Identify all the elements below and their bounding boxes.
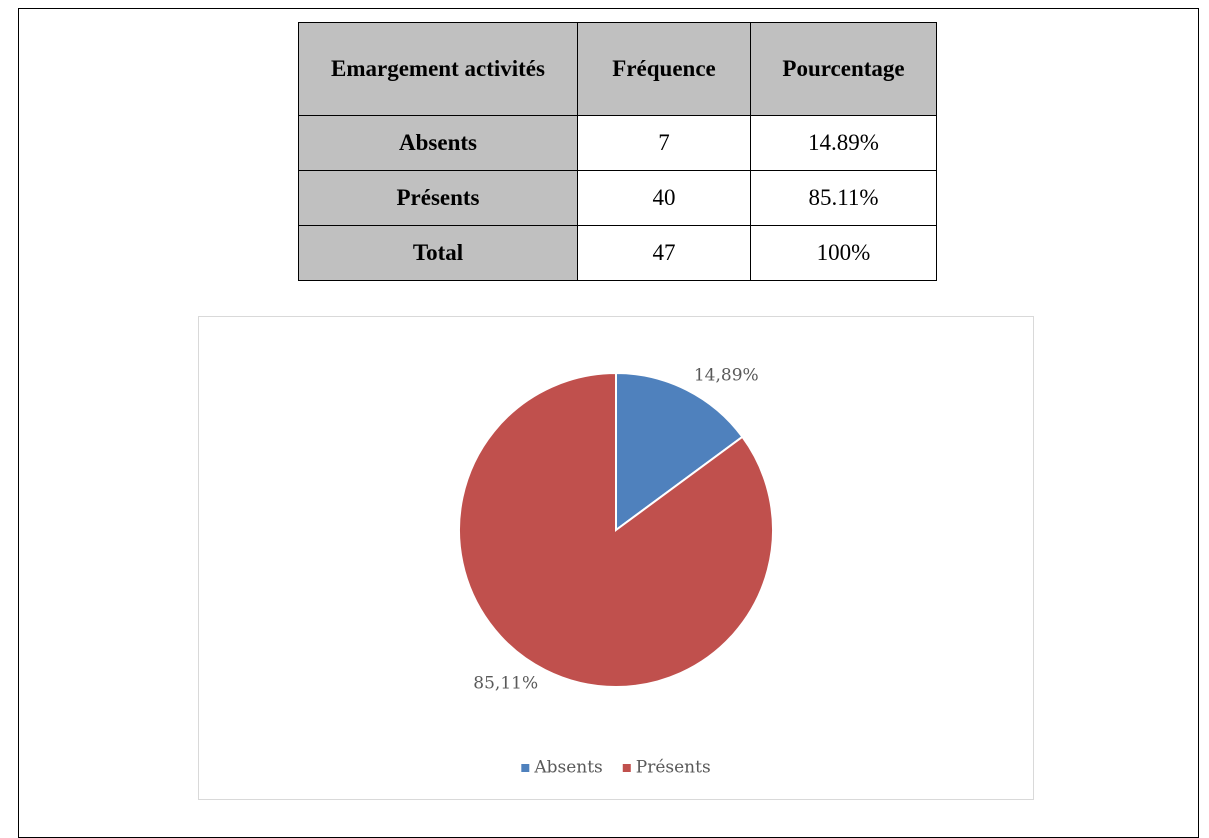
row: Total 47 100% bbox=[298, 225, 937, 281]
header-row: Emargement activités Fréquence Pourcenta… bbox=[298, 22, 937, 116]
cell: 14.89% bbox=[750, 115, 937, 171]
legend-label: Présents bbox=[636, 758, 711, 778]
row: Présents 40 85.11% bbox=[298, 170, 937, 226]
cell: 85.11% bbox=[750, 170, 937, 226]
header-cell: Pourcentage bbox=[750, 22, 937, 116]
pie-slice bbox=[615, 371, 744, 532]
row: Absents 7 14.89% bbox=[298, 115, 937, 171]
header-cell: Fréquence bbox=[577, 22, 751, 116]
data-label: 14,89% bbox=[694, 365, 759, 385]
cell: 100% bbox=[750, 225, 937, 281]
row-label: Présents bbox=[298, 170, 578, 226]
cell: 40 bbox=[577, 170, 751, 226]
frequency-table: Emargement activités Fréquence Pourcenta… bbox=[298, 22, 937, 281]
legend-swatch bbox=[622, 764, 631, 772]
legend-swatch bbox=[521, 764, 530, 772]
chart: 14,89% 85,11% Absents Présents bbox=[198, 316, 1034, 800]
header-cell: Emargement activités bbox=[298, 22, 578, 116]
cell: 47 bbox=[577, 225, 751, 281]
data-label: 85,11% bbox=[473, 674, 538, 694]
cell: 7 bbox=[577, 115, 751, 171]
legend-label: Absents bbox=[533, 758, 602, 778]
row-label: Total bbox=[298, 225, 578, 281]
pie-slice bbox=[458, 371, 774, 688]
row-label: Absents bbox=[298, 115, 578, 171]
